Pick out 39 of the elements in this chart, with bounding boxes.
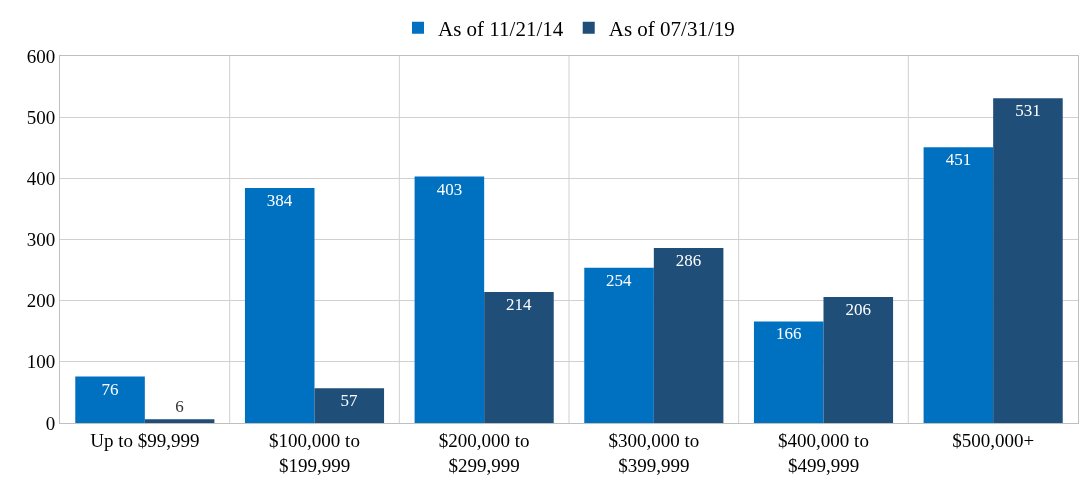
data-label: 76 bbox=[101, 379, 119, 399]
data-label: 286 bbox=[675, 251, 702, 271]
data-label: 254 bbox=[606, 270, 633, 290]
bar bbox=[753, 321, 824, 423]
bar bbox=[584, 267, 654, 423]
y-tick-label: 400 bbox=[26, 167, 56, 189]
data-label: 206 bbox=[845, 300, 872, 319]
legend-label: As of 07/31/19 bbox=[608, 17, 735, 41]
x-tick-label: $100,000 to $199,999 bbox=[269, 429, 360, 476]
data-label: 384 bbox=[266, 191, 293, 211]
data-label: 531 bbox=[1015, 101, 1041, 121]
bar bbox=[993, 98, 1063, 423]
bar bbox=[823, 297, 894, 423]
x-tick-label: Up to $99,999 bbox=[90, 429, 200, 451]
bar bbox=[75, 376, 145, 423]
bar bbox=[653, 248, 724, 423]
y-tick-label: 200 bbox=[26, 290, 56, 312]
x-tick-label: $300,000 to $399,999 bbox=[608, 429, 700, 476]
data-label: 166 bbox=[775, 324, 802, 344]
data-label: 6 bbox=[175, 397, 184, 417]
data-label: 57 bbox=[340, 391, 359, 411]
bar bbox=[484, 292, 554, 423]
data-label: 214 bbox=[505, 295, 532, 315]
x-tick-label: $400,000 to $499,999 bbox=[778, 429, 869, 476]
bar bbox=[244, 188, 315, 423]
bar bbox=[144, 419, 215, 423]
legend-label: As of 11/21/14 bbox=[438, 17, 564, 41]
x-tick-label: $200,000 to $299,999 bbox=[438, 429, 530, 476]
data-label: 403 bbox=[436, 179, 463, 199]
bar bbox=[314, 388, 385, 423]
x-tick-label: $500,000+ bbox=[952, 429, 1035, 451]
y-tick-label: 100 bbox=[26, 351, 56, 373]
bar bbox=[923, 147, 994, 423]
data-label: 451 bbox=[945, 150, 972, 170]
bar bbox=[414, 176, 485, 423]
y-tick-label: 600 bbox=[26, 45, 56, 67]
y-tick-label: 300 bbox=[26, 229, 56, 251]
y-tick-label: 0 bbox=[45, 412, 56, 434]
y-tick-label: 500 bbox=[26, 106, 56, 128]
